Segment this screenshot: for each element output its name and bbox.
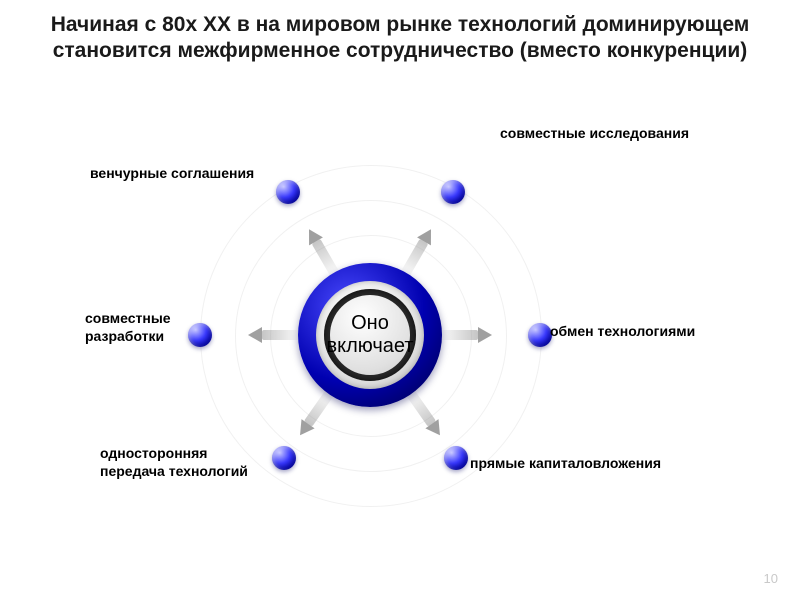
- label-venture-agreements: венчурные соглашения: [90, 165, 254, 183]
- label-direct-investment: прямые капиталовложения: [470, 455, 661, 473]
- radial-diagram: совместные исследования обмен технологиям…: [0, 0, 800, 600]
- node-direct-investment: [444, 446, 468, 470]
- label-joint-research: совместные исследования: [500, 125, 689, 143]
- node-tech-exchange: [528, 323, 552, 347]
- node-venture-agreements: [276, 180, 300, 204]
- node-joint-development: [188, 323, 212, 347]
- hub-label: Оно включает: [330, 295, 410, 375]
- node-joint-research: [441, 180, 465, 204]
- label-joint-development: совместные разработки: [85, 310, 171, 345]
- label-tech-exchange: обмен технологиями: [550, 323, 695, 341]
- label-one-way-transfer: односторонняя передача технологий: [100, 445, 248, 480]
- node-one-way-transfer: [272, 446, 296, 470]
- page-number: 10: [764, 571, 778, 586]
